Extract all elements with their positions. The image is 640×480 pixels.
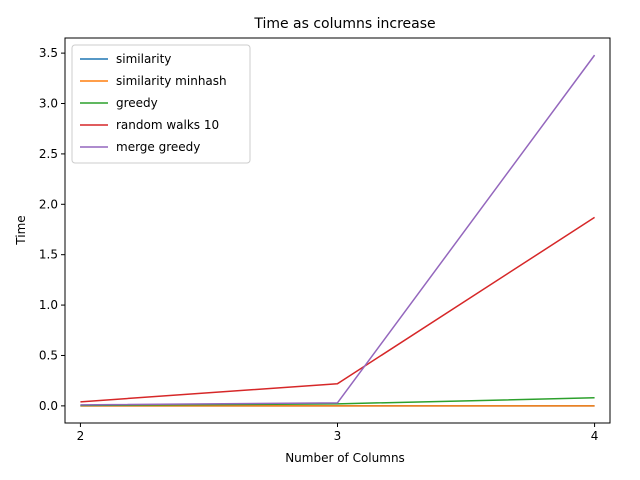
y-tick-label: 3.5 — [39, 46, 58, 60]
y-axis-label: Time — [14, 215, 28, 245]
y-axis: 0.0 0.5 1.0 1.5 2.0 2.5 3.0 3.5 — [39, 46, 65, 413]
series-line-random-walks-10 — [80, 216, 595, 403]
x-axis-label: Number of Columns — [285, 451, 405, 465]
y-tick-label: 2.0 — [39, 197, 58, 211]
y-tick-label: 0.5 — [39, 348, 58, 362]
y-tick-label: 0.0 — [39, 399, 58, 413]
x-tick-label: 4 — [591, 429, 599, 443]
plot-area — [80, 54, 596, 407]
y-tick-label: 1.5 — [39, 248, 58, 262]
x-tick-label: 3 — [334, 429, 342, 443]
x-tick-label: 2 — [77, 429, 85, 443]
x-axis: 2 3 4 — [77, 423, 599, 443]
y-tick-label: 3.0 — [39, 97, 58, 111]
y-tick-label: 1.0 — [39, 298, 58, 312]
legend-label: random walks 10 — [116, 118, 219, 132]
legend-label: merge greedy — [116, 140, 200, 154]
legend-label: greedy — [116, 96, 158, 110]
legend-label: similarity — [116, 52, 171, 66]
chart-title: Time as columns increase — [253, 16, 435, 32]
legend-box — [71, 44, 251, 164]
legend: similarity similarity minhash greedy random… — [71, 44, 251, 164]
series-line-merge-greedy — [80, 54, 596, 406]
legend-label: similarity minhash — [116, 74, 227, 88]
y-tick-label: 2.5 — [39, 147, 58, 161]
